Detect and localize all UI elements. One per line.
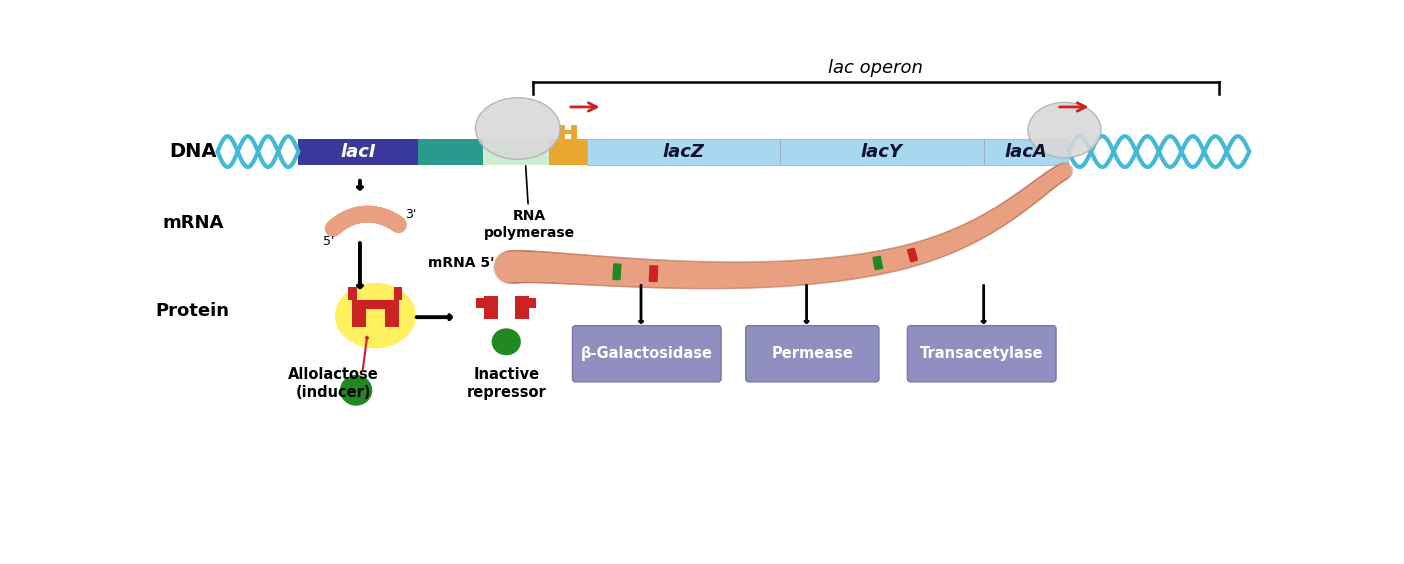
Bar [571, 125, 577, 139]
Bar [587, 139, 779, 165]
Bar [515, 296, 528, 319]
Text: Transacetylase: Transacetylase [920, 346, 1043, 361]
Text: mRNA 5': mRNA 5' [428, 256, 494, 270]
FancyBboxPatch shape [746, 325, 879, 382]
Polygon shape [650, 266, 657, 281]
Text: Allolactose
(inducer): Allolactose (inducer) [288, 367, 379, 400]
Bar [484, 296, 498, 319]
Bar [348, 287, 357, 300]
Text: lacZ: lacZ [663, 143, 705, 161]
Ellipse shape [1028, 102, 1101, 158]
Bar [779, 139, 984, 165]
Bar [299, 139, 418, 165]
Bar [559, 130, 577, 134]
Bar [352, 300, 399, 309]
Ellipse shape [491, 328, 521, 355]
Text: Permease: Permease [771, 346, 854, 361]
Bar [483, 139, 549, 165]
Text: Inactive
repressor: Inactive repressor [466, 367, 546, 400]
Bar [476, 298, 491, 308]
Bar [418, 139, 483, 165]
Polygon shape [614, 264, 621, 280]
Ellipse shape [476, 98, 560, 159]
Bar [984, 139, 1068, 165]
Text: 5': 5' [323, 235, 336, 248]
Text: β-Galactosidase: β-Galactosidase [581, 346, 713, 361]
Text: lacY: lacY [861, 143, 903, 161]
Ellipse shape [340, 375, 372, 406]
Text: lacA: lacA [1005, 143, 1047, 161]
Text: lacI: lacI [340, 143, 376, 161]
FancyBboxPatch shape [907, 325, 1056, 382]
Polygon shape [873, 256, 883, 270]
Text: DNA: DNA [168, 142, 216, 161]
Bar [522, 298, 536, 308]
Text: RNA
polymerase: RNA polymerase [484, 166, 574, 240]
Bar [385, 309, 399, 327]
FancyBboxPatch shape [573, 325, 722, 382]
Ellipse shape [336, 283, 416, 349]
Text: 3': 3' [404, 208, 416, 221]
Bar [352, 309, 365, 327]
Bar [549, 139, 587, 165]
Text: Protein: Protein [156, 302, 230, 320]
Text: mRNA: mRNA [163, 214, 223, 232]
Text: lac operon: lac operon [828, 59, 924, 77]
Polygon shape [907, 248, 917, 262]
Bar [395, 287, 403, 300]
Bar [559, 125, 564, 139]
